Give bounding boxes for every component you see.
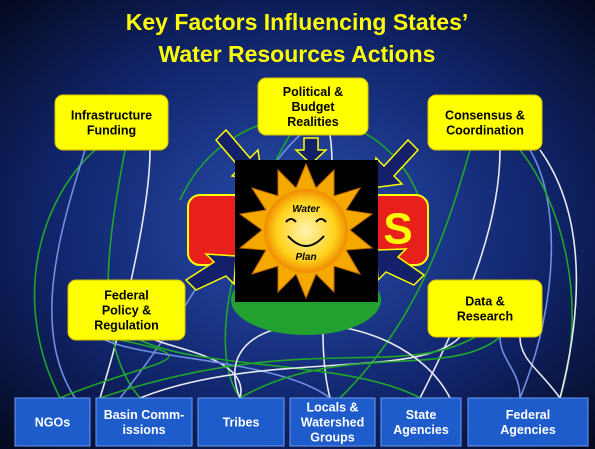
stakeholder-label: Agencies xyxy=(500,423,556,437)
stakeholder-box xyxy=(468,398,588,446)
factor-label: Funding xyxy=(87,124,136,138)
sun-label: Plan xyxy=(295,252,316,263)
factor-label: Political & xyxy=(283,85,343,99)
factor-label: Federal xyxy=(104,289,148,303)
stakeholder-label: State xyxy=(406,408,437,422)
factor-box xyxy=(428,95,542,150)
stakeholders: NGOs Basin Comm-issions Tribes Locals &Wate… xyxy=(15,398,588,446)
stakeholder-label: NGOs xyxy=(35,416,70,430)
factor-box xyxy=(428,280,542,337)
factor-label: Coordination xyxy=(446,124,524,138)
sun-label: Water xyxy=(292,204,321,215)
factor-label: Consensus & xyxy=(445,109,525,123)
stakeholder-label: Agencies xyxy=(393,423,449,437)
factor-label: Realities xyxy=(287,115,338,129)
factor-label: Regulation xyxy=(94,319,159,333)
factor-label: Infrastructure xyxy=(71,109,152,123)
states-label: S xyxy=(383,205,412,254)
stakeholder-label: issions xyxy=(122,423,165,437)
slide: S Water Plan Key Factors Influencing Sta… xyxy=(0,0,595,449)
stakeholder-label: Locals & xyxy=(306,401,358,415)
factor-box xyxy=(55,95,168,150)
stakeholder-label: Watershed xyxy=(301,416,364,430)
factor-label: Policy & xyxy=(102,304,151,318)
stakeholder-label: Groups xyxy=(310,431,354,445)
stakeholder-label: Tribes xyxy=(223,416,260,430)
factor-label: Data & xyxy=(465,295,505,309)
stakeholder-label: Federal xyxy=(506,408,550,422)
title-line: Key Factors Influencing States’ xyxy=(126,9,469,35)
factor-label: Research xyxy=(457,310,513,324)
sun-image: Water Plan xyxy=(235,160,378,302)
stakeholder-box xyxy=(96,398,192,446)
factor-label: Budget xyxy=(291,100,335,114)
stakeholder-box xyxy=(381,398,461,446)
title-line: Water Resources Actions xyxy=(159,41,436,67)
stakeholder-label: Basin Comm- xyxy=(104,408,185,422)
